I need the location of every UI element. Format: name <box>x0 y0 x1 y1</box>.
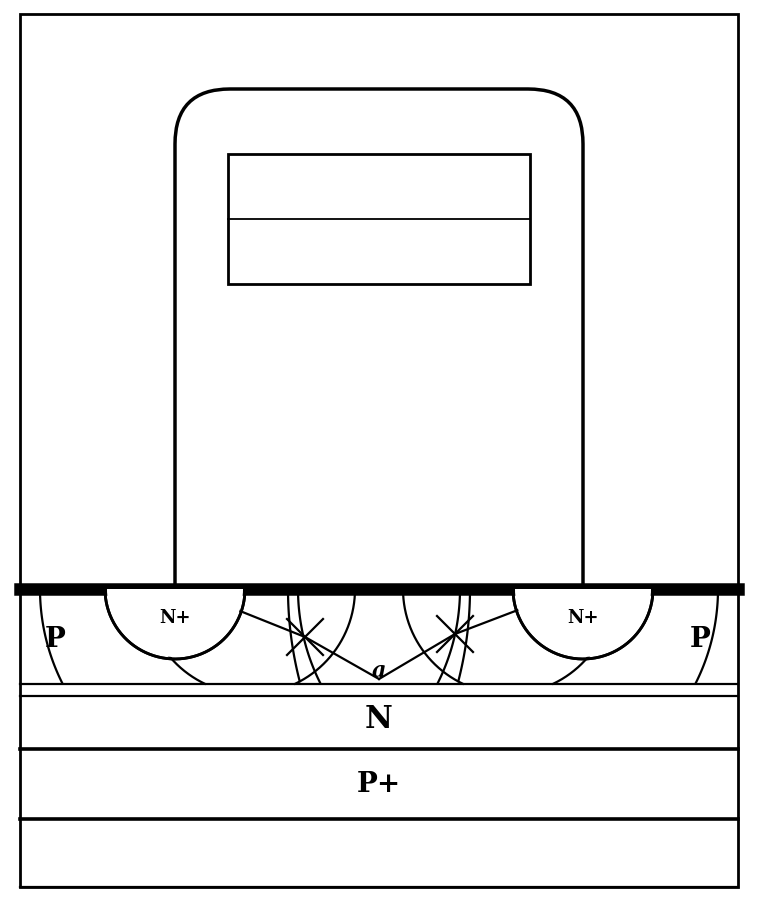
Text: P: P <box>45 626 65 653</box>
Bar <box>228 155 530 285</box>
Text: N: N <box>365 704 393 735</box>
Wedge shape <box>515 589 651 658</box>
Text: N+: N+ <box>159 608 191 626</box>
Wedge shape <box>107 589 243 658</box>
Text: a: a <box>372 659 386 681</box>
Text: P: P <box>690 626 710 653</box>
Text: N+: N+ <box>567 608 599 626</box>
Text: P+: P+ <box>357 770 401 797</box>
